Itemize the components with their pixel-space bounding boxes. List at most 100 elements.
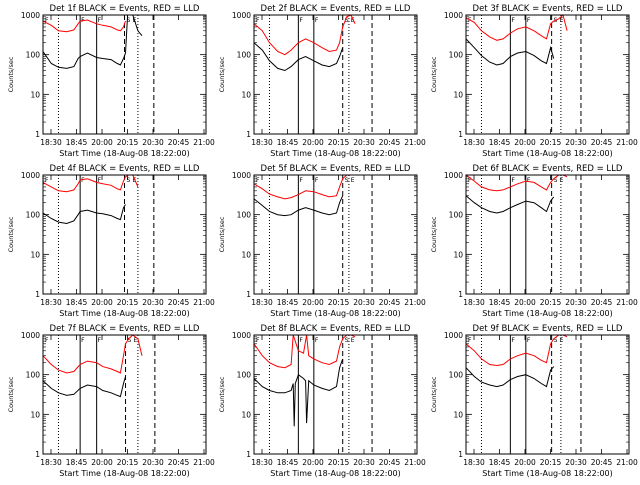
y-tick-label: 1000 <box>444 171 463 180</box>
x-axis-label: Start Time (18-Aug-08 18:22:00) <box>270 149 401 158</box>
x-tick-label: 20:00 <box>91 298 113 307</box>
y-tick-label: 1 <box>35 130 40 139</box>
series-group <box>254 335 356 427</box>
lld-series-line <box>466 335 568 367</box>
x-tick-label: 21:00 <box>616 458 638 467</box>
y-axis-label: Counts/sec <box>430 216 438 252</box>
x-tick-label: 18:45 <box>489 458 511 467</box>
x-tick-label: 21:00 <box>193 458 215 467</box>
series-group <box>466 175 568 214</box>
x-tick-label: 20:00 <box>514 458 536 467</box>
flag-label: E <box>351 177 355 184</box>
y-axis-label: Counts/sec <box>7 216 15 252</box>
flag-label: E <box>560 177 564 184</box>
y-tick-label: 100 <box>237 371 252 380</box>
y-tick-label: 10 <box>30 90 40 99</box>
lld-series-line <box>43 175 139 193</box>
x-tick-label: 18:30 <box>40 458 62 467</box>
x-tick-label: 18:30 <box>463 458 485 467</box>
flag-label: E <box>351 337 355 344</box>
x-tick-label: 20:30 <box>142 138 164 147</box>
panel-7: Det 7f BLACK = Events, RED = LLD Counts/s… <box>7 324 215 478</box>
x-axis-label: Start Time (18-Aug-08 18:22:00) <box>59 469 190 478</box>
x-tick-label: 20:30 <box>142 298 164 307</box>
y-tick-label: 1 <box>458 290 463 299</box>
y-tick-label: 100 <box>449 51 464 60</box>
events-series-line <box>466 195 555 214</box>
panel-1: Det 1f BLACK = Events, RED = LLD Counts/s… <box>7 4 215 158</box>
x-tick-label: 20:45 <box>168 458 190 467</box>
flag-label: F <box>98 177 102 184</box>
x-tick-label: 18:30 <box>251 458 273 467</box>
x-tick-label: 21:00 <box>193 138 215 147</box>
panel-title: Det 4f BLACK = Events, RED = LLD <box>50 164 200 174</box>
y-tick-label: 1000 <box>21 11 40 20</box>
x-tick-label: 18:30 <box>463 138 485 147</box>
plot-frame <box>42 174 207 295</box>
panel-title: Det 5f BLACK = Events, RED = LLD <box>261 164 411 174</box>
y-axis-label: Counts/sec <box>218 216 226 252</box>
events-series-line <box>43 376 126 398</box>
y-tick-label: 10 <box>453 410 463 419</box>
flag-label: F <box>315 177 319 184</box>
y-tick-label: 1 <box>246 290 251 299</box>
events-series-line <box>43 204 126 225</box>
x-tick-label: 18:30 <box>40 298 62 307</box>
panel-title: Det 7f BLACK = Events, RED = LLD <box>50 324 200 334</box>
flag-label: F <box>315 17 319 24</box>
x-tick-label: 20:15 <box>328 298 350 307</box>
x-axis-label: Start Time (18-Aug-08 18:22:00) <box>59 309 190 318</box>
y-tick-label: 1000 <box>21 331 40 340</box>
x-tick-label: 21:00 <box>404 298 426 307</box>
panel-4: Det 4f BLACK = Events, RED = LLD Counts/s… <box>7 164 215 318</box>
panel-title: Det 6f BLACK = Events, RED = LLD <box>473 164 623 174</box>
x-tick-label: 20:30 <box>353 458 375 467</box>
events-series-line <box>254 358 344 427</box>
flag-label: F <box>98 17 102 24</box>
flag-label: F <box>511 17 515 24</box>
y-tick-label: 10 <box>30 410 40 419</box>
flag-label: E <box>133 177 137 184</box>
flag-label: E <box>134 337 138 344</box>
marker-lines <box>268 335 373 454</box>
panel-title: Det 8f BLACK = Events, RED = LLD <box>261 324 411 334</box>
x-tick-label: 20:45 <box>591 298 613 307</box>
y-axis-label: Counts/sec <box>218 56 226 92</box>
x-tick-label: 20:45 <box>591 458 613 467</box>
x-tick-label: 20:00 <box>514 298 536 307</box>
x-tick-label: 20:00 <box>302 138 324 147</box>
flag-label: S <box>345 17 349 24</box>
x-tick-label: 18:45 <box>277 458 299 467</box>
flag-label: S <box>127 177 131 184</box>
panel-title: Det 1f BLACK = Events, RED = LLD <box>50 4 200 14</box>
y-tick-label: 1 <box>458 130 463 139</box>
panel-title: Det 9f BLACK = Events, RED = LLD <box>473 324 623 334</box>
flag-label: S <box>345 337 349 344</box>
x-tick-label: 20:45 <box>168 298 190 307</box>
panel-3: Det 3f BLACK = Events, RED = LLD Counts/s… <box>430 4 638 158</box>
plot-frame <box>465 174 630 295</box>
x-tick-label: 20:15 <box>540 458 562 467</box>
marker-lines <box>57 15 155 134</box>
x-tick-label: 21:00 <box>616 298 638 307</box>
x-tick-label: 18:45 <box>489 298 511 307</box>
y-tick-label: 1 <box>458 450 463 459</box>
x-tick-label: 18:30 <box>463 298 485 307</box>
y-tick-label: 10 <box>30 250 40 259</box>
lld-series-line <box>254 15 356 56</box>
y-axis-label: Counts/sec <box>430 56 438 92</box>
x-tick-label: 18:30 <box>40 138 62 147</box>
series-group <box>466 335 568 388</box>
x-tick-label: 20:30 <box>565 298 587 307</box>
plot-frame <box>465 334 630 455</box>
x-axis-label: Start Time (18-Aug-08 18:22:00) <box>482 469 613 478</box>
flag-label: F <box>256 337 260 344</box>
series-group <box>254 15 356 72</box>
marker-lines <box>480 175 582 294</box>
y-tick-label: 10 <box>241 410 251 419</box>
plot-frame <box>465 14 630 135</box>
series-group <box>43 175 139 225</box>
flag-label: F <box>315 337 319 344</box>
x-axis-label: Start Time (18-Aug-08 18:22:00) <box>270 309 401 318</box>
y-tick-label: 1000 <box>444 331 463 340</box>
